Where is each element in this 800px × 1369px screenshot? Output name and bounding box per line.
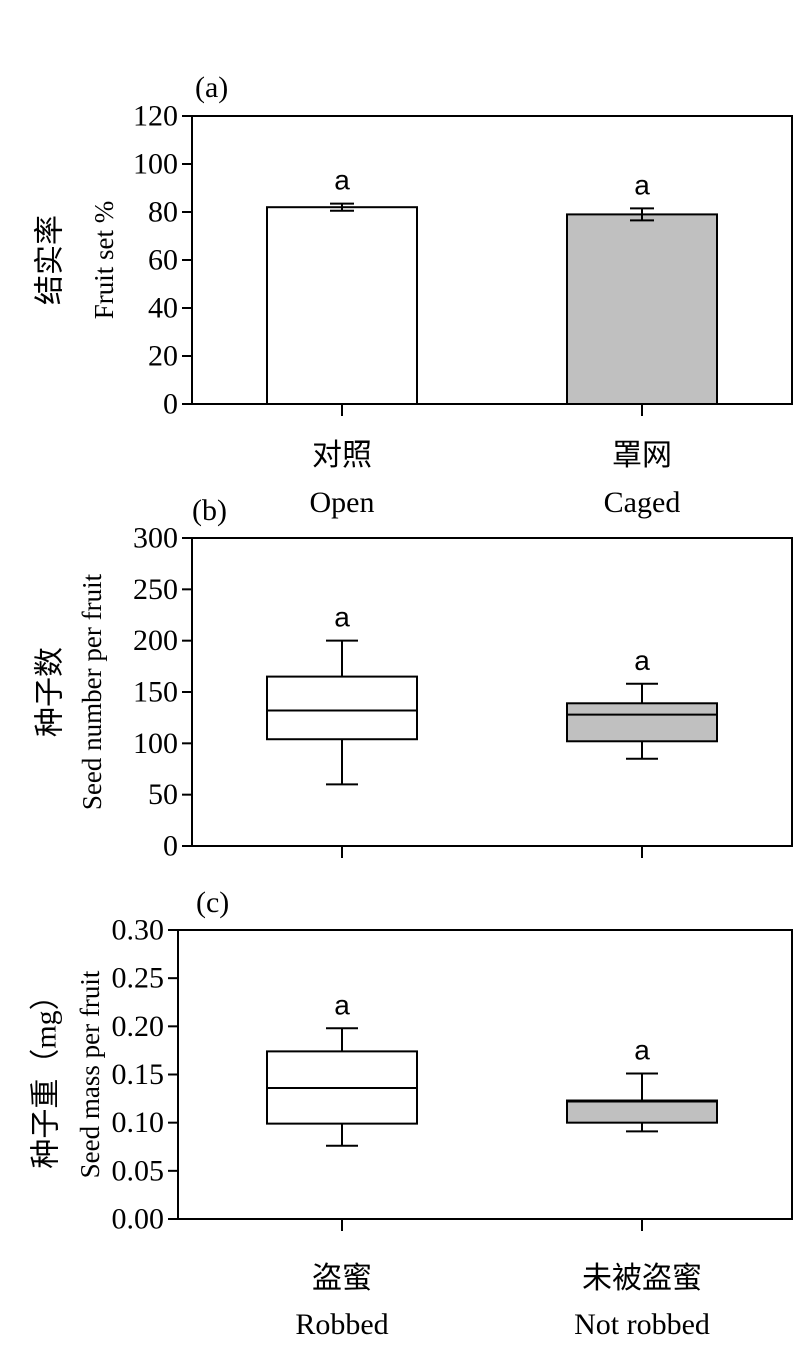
y-tick-label: 40 — [148, 292, 178, 325]
panel-label: (a) — [195, 71, 228, 104]
panel-b-seed-number: (b) 种子数 Seed number per fruit 0 50 100 150 200 2… — [34, 494, 793, 863]
category-label-cn: 对照 — [312, 439, 372, 472]
y-tick-label: 80 — [148, 196, 178, 229]
y-tick-label: 300 — [133, 522, 178, 555]
significance-letter: a — [334, 989, 350, 1020]
box — [266, 675, 418, 741]
category-label-cn: 盗蜜 — [312, 1262, 372, 1295]
y-axis-label-en: Fruit set % — [89, 201, 119, 320]
panel-label: (c) — [196, 886, 229, 919]
y-tick-label: 100 — [133, 148, 178, 181]
y-tick-label: 0.10 — [112, 1106, 165, 1139]
y-tick-label: 250 — [133, 573, 178, 606]
category-label-cn: 罩网 — [612, 439, 672, 472]
significance-letter: a — [634, 1035, 650, 1066]
significance-letter: a — [334, 602, 350, 633]
y-tick-label: 100 — [133, 727, 178, 760]
y-tick-label: 20 — [148, 340, 178, 373]
panel-a-fruit-set: (a) 结实率 Fruit set % 0 20 40 60 80 100 120 a a 对照 Open… — [34, 71, 793, 519]
category-label-en: Robbed — [295, 1308, 388, 1341]
significance-letter: a — [634, 169, 650, 200]
y-tick-label: 0.20 — [112, 1010, 165, 1043]
category-label-cn: 未被盗蜜 — [582, 1262, 702, 1295]
bar — [266, 206, 418, 405]
plot-frame — [191, 537, 793, 847]
y-tick-label: 120 — [133, 100, 178, 133]
y-axis-label-cn: 种子数 — [34, 647, 67, 737]
significance-letter: a — [634, 645, 650, 676]
bar — [566, 213, 718, 405]
y-axis-label-en: Seed mass per fruit — [75, 970, 105, 1178]
category-label-en: Not robbed — [574, 1308, 710, 1341]
box — [566, 702, 718, 743]
panel-label: (b) — [192, 494, 227, 527]
box — [566, 1099, 718, 1124]
y-tick-label: 0.15 — [112, 1058, 165, 1091]
y-tick-label: 0 — [163, 388, 178, 421]
y-axis-label-en: Seed number per fruit — [77, 573, 107, 810]
y-tick-label: 0 — [163, 830, 178, 863]
plot-frame — [191, 115, 793, 405]
y-tick-label: 150 — [133, 676, 178, 709]
significance-letter: a — [334, 165, 350, 196]
y-tick-label: 200 — [133, 624, 178, 657]
y-axis-label-cn: 种子重（mg） — [30, 980, 63, 1168]
y-tick-label: 0.25 — [112, 962, 165, 995]
y-tick-label: 0.00 — [112, 1203, 165, 1236]
category-label-en: Caged — [604, 486, 681, 519]
y-tick-label: 60 — [148, 244, 178, 277]
plot-frame — [177, 929, 793, 1220]
y-tick-label: 0.05 — [112, 1154, 165, 1187]
y-axis-label-cn: 结实率 — [34, 215, 67, 305]
y-tick-label: 0.30 — [112, 914, 165, 947]
category-label-en: Open — [310, 486, 375, 519]
y-tick-label: 50 — [148, 778, 178, 811]
